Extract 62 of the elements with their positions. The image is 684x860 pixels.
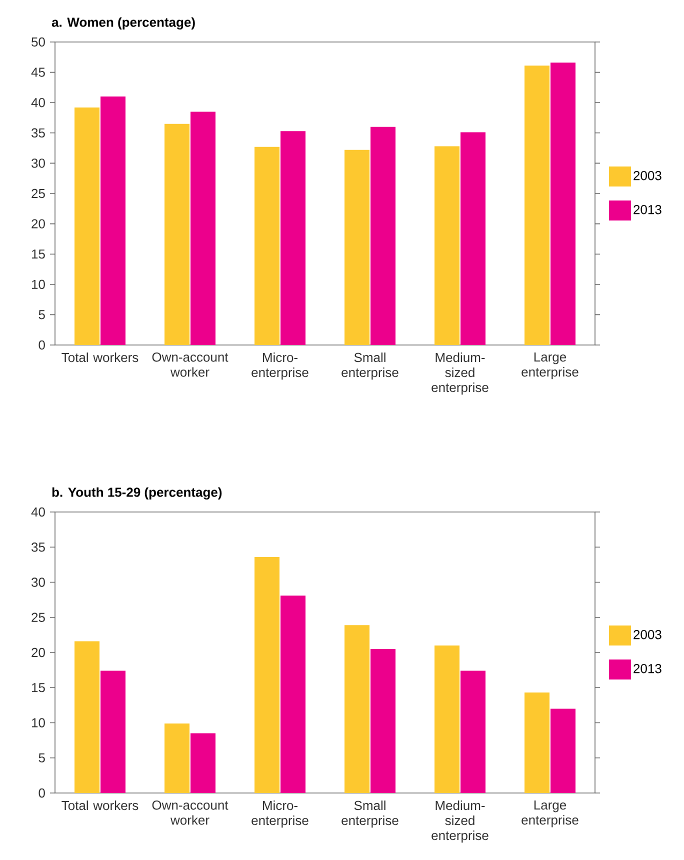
- x-tick-label: Total workers: [62, 800, 138, 810]
- y-tick-label: 15: [32, 683, 45, 692]
- bar: [100, 670, 126, 794]
- x-tick-label: Medium-sized enterprise: [432, 800, 488, 843]
- y-tick-label: 25: [32, 188, 45, 198]
- x-tick-label: Small enterprise: [342, 352, 398, 380]
- bar: [524, 66, 550, 346]
- y-tick-label: 10: [32, 280, 45, 290]
- x-tick-label: Total workers: [62, 352, 138, 362]
- bar: [280, 131, 306, 346]
- bar: [254, 556, 280, 794]
- bar: [460, 670, 486, 794]
- bar: [344, 625, 370, 794]
- y-tick-label: 0: [38, 340, 45, 350]
- y-tick-label: 45: [31, 68, 45, 77]
- y-tick-label: 35: [32, 128, 45, 138]
- bar: [164, 723, 190, 794]
- y-tick-label: 25: [32, 612, 45, 622]
- bar: [190, 112, 216, 346]
- y-tick-label: 10: [32, 718, 45, 728]
- x-tick-label: Micro-enterprise: [252, 800, 308, 828]
- y-tick-label: 5: [38, 310, 45, 320]
- bar: [74, 641, 100, 794]
- x-tick-label: Own-account worker: [152, 800, 228, 825]
- bar: [370, 126, 396, 346]
- y-tick-label: 0: [38, 788, 45, 798]
- bar: [524, 692, 550, 794]
- x-tick-label: Large enterprise: [522, 352, 578, 380]
- y-tick-label: 15: [32, 250, 45, 259]
- bar: [254, 146, 280, 346]
- y-tick-label: 5: [38, 753, 45, 762]
- y-tick-label: 30: [32, 158, 45, 168]
- y-tick-label: 20: [32, 219, 45, 228]
- legend-label: 2003: [634, 170, 662, 180]
- y-tick-label: 35: [32, 542, 45, 552]
- bar: [550, 62, 576, 346]
- y-tick-label: 40: [31, 507, 45, 517]
- bar: [434, 146, 460, 346]
- y-tick-label: 40: [31, 98, 45, 108]
- legend-label: 2013: [634, 204, 662, 214]
- y-tick-label: 50: [32, 37, 45, 47]
- bar: [280, 596, 306, 794]
- y-tick-label: 30: [32, 578, 45, 587]
- bar: [344, 150, 370, 346]
- x-tick-label: Large enterprise: [522, 800, 578, 828]
- bar: [434, 645, 460, 794]
- bar: [164, 124, 190, 346]
- y-tick-label: 20: [32, 648, 45, 658]
- bar: [460, 132, 486, 346]
- bar: [190, 733, 216, 794]
- bar: [100, 96, 126, 346]
- x-tick-label: Medium-sized enterprise: [432, 352, 488, 395]
- legend-label: 2013: [634, 664, 662, 674]
- legend-label: 2003: [634, 630, 662, 640]
- x-tick-label: Own-account worker: [152, 352, 228, 377]
- bar: [74, 107, 100, 346]
- chart-title: b. Youth 15-29 (percentage): [52, 487, 222, 500]
- bar: [550, 708, 576, 794]
- chart-title: a. Women (percentage): [52, 17, 195, 30]
- bar: [370, 649, 396, 794]
- x-tick-label: Small enterprise: [342, 800, 398, 828]
- x-tick-label: Micro-enterprise: [252, 352, 308, 380]
